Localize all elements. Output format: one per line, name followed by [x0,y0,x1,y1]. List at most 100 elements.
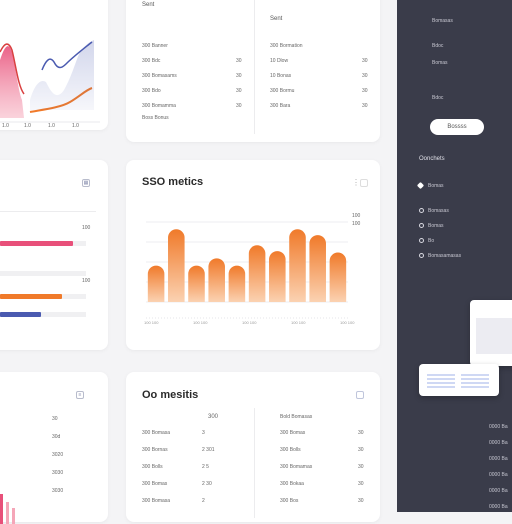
sidebar-item[interactable]: Bdoc [432,95,444,101]
sidebar-item[interactable]: Bomasas [432,18,453,24]
table-cell: 2 [202,498,205,504]
table-cell: 300 Bolls [280,447,301,453]
x-tick-label: 100 100 [144,320,159,325]
legend-sub: 100 [352,221,361,227]
table-cell: 30 [358,481,364,487]
table-heading-2: Sent [270,16,283,22]
mini-table [461,372,489,388]
table-cell: 300 Bormation [270,43,303,49]
table-cell: 30 [236,73,242,79]
top-table-card: Sent Sent 300 Banner 300 Bormation 300 Bdc… [126,0,380,142]
table-cell: 3 [202,430,205,436]
sidebar-item[interactable]: Bomasas [428,208,449,214]
x-tick: 1.0 [48,123,55,129]
chart-bar [269,251,286,302]
preview-image [476,318,512,354]
x-tick: 1.0 [72,123,79,129]
table-cell: 300 Bos [280,498,299,504]
chart-bar [228,265,246,302]
table-cell: 30 [358,498,364,504]
table-cell: 2 30 [202,481,212,487]
preview-popup[interactable] [470,300,512,366]
footer-row: 0000 Ba [489,504,508,510]
bar-track [0,312,86,317]
oc-metrics-card: Oo mesitis 300 Bold Bomasas 300 Bomasa 3 3… [126,372,380,522]
sidebar-action-button[interactable]: Bossss [430,119,484,135]
list-icon[interactable]: ≡ [76,391,84,399]
sidebar-item[interactable]: Bomasamasas [428,253,462,259]
list-row: 3030 [52,488,64,494]
table-heading: Sent [142,2,155,8]
table-popup[interactable] [419,364,499,396]
x-tick-label: 100 100 [242,320,257,325]
table-cell: 30 [358,464,364,470]
chart-bar [168,229,185,302]
expand-icon[interactable] [360,179,368,187]
table-cell: Boss Bonus [142,115,169,121]
table-cell: 30 [236,103,242,109]
table-cell: 300 Bdo [142,88,161,94]
table-cell: 30 [358,430,364,436]
settings-icon[interactable] [356,391,364,399]
chart-bar [248,245,266,302]
chart-bar [208,258,225,302]
progress-bar [0,241,73,246]
chart-bar [309,235,326,302]
table-cell: 300 Bomasa [142,430,171,436]
table-cell: 300 Bormu [270,88,295,94]
sidebar-item[interactable]: Bomas [428,223,444,229]
grid-icon[interactable]: ▦ [82,179,90,187]
table-cell: 300 Bomamma [142,103,176,109]
table-cell: 10 Bonas [270,73,292,79]
seo-metrics-card: SSO metics ⋮ 100 100 100 100 100 100 100 1… [126,160,380,350]
table-cell: 300 Bomas [280,430,306,436]
table-cell: 300 Bolls [142,464,163,470]
footer-row: 0000 Ba [489,456,508,462]
bullet-icon [419,253,424,258]
sidebar-item[interactable]: Bdoc [432,43,444,49]
table-cell: 300 Bomas [142,481,168,487]
table-cell: 300 Bdc [142,58,161,64]
bullet-icon [419,238,424,243]
list-card: ≡ 30 30d 3020 3030 3030 [0,372,108,524]
sidebar-item[interactable]: Bo [428,238,435,244]
x-tick-label: 100 100 [291,320,306,325]
mini-bars [0,494,15,524]
list-row: 3030 [52,470,64,476]
progress-bar [0,312,41,317]
area-chart-card: 1.0 1.0 1.0 1.0 [0,0,108,130]
table-cell: 30 [362,88,368,94]
x-tick-label: 100 100 [193,320,208,325]
bar-chart: 100 100 100 100 100 100 100 100 100 100 [144,221,355,325]
table-cell: 30 [362,73,368,79]
sidebar-item-active[interactable]: Bomas [428,183,444,189]
right-heading: Bold Bomasas [280,414,313,420]
sidebar-item[interactable]: Bomas [432,60,448,66]
card-title: Oo mesitis [142,389,199,401]
x-tick: 1.0 [2,123,9,129]
table-cell: 30 [236,88,242,94]
footer-row: 0000 Ba [489,440,508,446]
progress-bar [0,294,62,299]
footer-row: 0000 Ba [489,488,508,494]
more-icon[interactable]: ⋮ [352,178,360,187]
list-row: 30d [52,434,61,440]
active-bullet-icon [416,181,425,190]
red-line [0,43,25,95]
x-tick: 1.0 [24,123,31,129]
list-row: 3020 [52,452,64,458]
chart-bar [289,229,306,302]
card-subtitle: 300 [208,414,219,420]
chart-bar [188,265,205,302]
x-tick-label: 100 100 [340,320,355,325]
mini-table [427,372,455,388]
bar-label: 100 [82,225,91,231]
pink-area [0,46,24,118]
footer-row: 0000 Ba [489,472,508,478]
table-cell: 300 Bokaa [280,481,304,487]
legend-top: 100 [352,213,361,219]
sidebar: Bomasas Bdoc Bomas Bdoc Oonchets Bomas Boma… [397,0,512,512]
table-cell: 2 301 [202,447,215,453]
bullet-icon [419,208,424,213]
footer-row: 0000 Ba [489,424,508,430]
